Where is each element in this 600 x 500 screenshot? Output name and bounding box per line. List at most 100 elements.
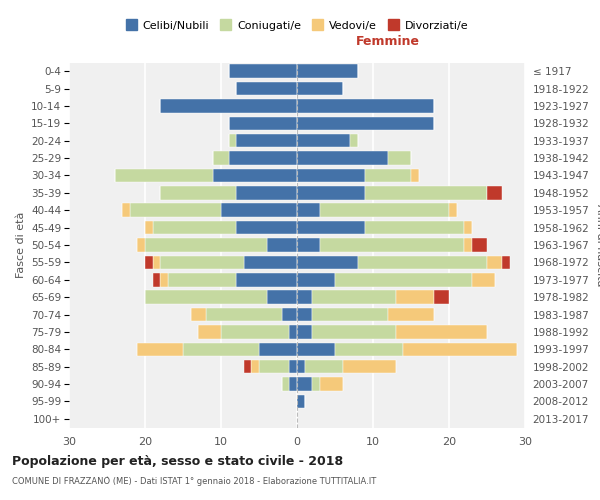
Bar [160,186,236,200]
Bar [137,238,145,252]
Bar [297,168,365,182]
Bar [221,325,289,338]
Bar [183,342,259,356]
Bar [229,134,236,147]
Bar [130,204,221,217]
Bar [244,360,251,374]
Bar [266,290,297,304]
Bar [229,116,297,130]
Text: COMUNE DI FRAZZANÒ (ME) - Dati ISTAT 1° gennaio 2018 - Elaborazione TUTTITALIA.: COMUNE DI FRAZZANÒ (ME) - Dati ISTAT 1°… [12,476,376,486]
Bar [297,342,335,356]
Bar [320,378,343,391]
Bar [297,221,365,234]
Bar [358,256,487,269]
Bar [168,273,236,286]
Bar [312,308,388,322]
Bar [312,325,396,338]
Bar [289,378,297,391]
Bar [297,325,312,338]
Bar [297,238,320,252]
Bar [312,290,396,304]
Bar [122,204,130,217]
Bar [160,99,297,112]
Bar [365,168,411,182]
Bar [221,204,297,217]
Bar [145,238,266,252]
Bar [297,82,343,96]
Bar [312,378,320,391]
Bar [335,273,472,286]
Y-axis label: Fasce di età: Fasce di età [16,212,26,278]
Bar [229,64,297,78]
Bar [472,273,494,286]
Bar [152,273,160,286]
Bar [251,360,259,374]
Bar [145,256,152,269]
Bar [289,360,297,374]
Bar [229,152,297,165]
Bar [160,273,168,286]
Bar [236,273,297,286]
Bar [335,342,403,356]
Bar [502,256,510,269]
Bar [289,325,297,338]
Bar [297,290,312,304]
Bar [297,256,358,269]
Bar [297,116,434,130]
Bar [152,221,236,234]
Bar [115,168,214,182]
Bar [297,152,388,165]
Bar [297,186,365,200]
Bar [487,186,502,200]
Bar [236,221,297,234]
Bar [282,378,289,391]
Bar [365,186,487,200]
Bar [487,256,502,269]
Bar [244,256,297,269]
Bar [320,238,464,252]
Bar [236,134,297,147]
Bar [297,360,305,374]
Bar [236,186,297,200]
Bar [191,308,206,322]
Bar [403,342,517,356]
Bar [214,152,229,165]
Bar [388,308,434,322]
Bar [145,221,152,234]
Bar [434,290,449,304]
Bar [472,238,487,252]
Bar [297,394,305,408]
Bar [282,308,297,322]
Bar [160,256,244,269]
Text: Popolazione per età, sesso e stato civile - 2018: Popolazione per età, sesso e stato civil… [12,455,343,468]
Bar [464,221,472,234]
Bar [297,99,434,112]
Bar [236,82,297,96]
Bar [411,168,419,182]
Bar [206,308,282,322]
Bar [396,325,487,338]
Bar [297,308,312,322]
Bar [396,290,434,304]
Bar [297,64,358,78]
Y-axis label: Anni di nascita: Anni di nascita [595,204,600,286]
Bar [365,221,464,234]
Bar [297,273,335,286]
Bar [388,152,411,165]
Bar [297,204,320,217]
Bar [152,256,160,269]
Bar [198,325,221,338]
Bar [464,238,472,252]
Bar [343,360,396,374]
Legend: Celibi/Nubili, Coniugati/e, Vedovi/e, Divorziati/e: Celibi/Nubili, Coniugati/e, Vedovi/e, Di… [122,17,472,34]
Bar [297,134,350,147]
Bar [449,204,457,217]
Bar [350,134,358,147]
Bar [137,342,183,356]
Bar [305,360,343,374]
Bar [145,290,266,304]
Bar [266,238,297,252]
Bar [214,168,297,182]
Text: Femmine: Femmine [356,35,420,48]
Bar [259,342,297,356]
